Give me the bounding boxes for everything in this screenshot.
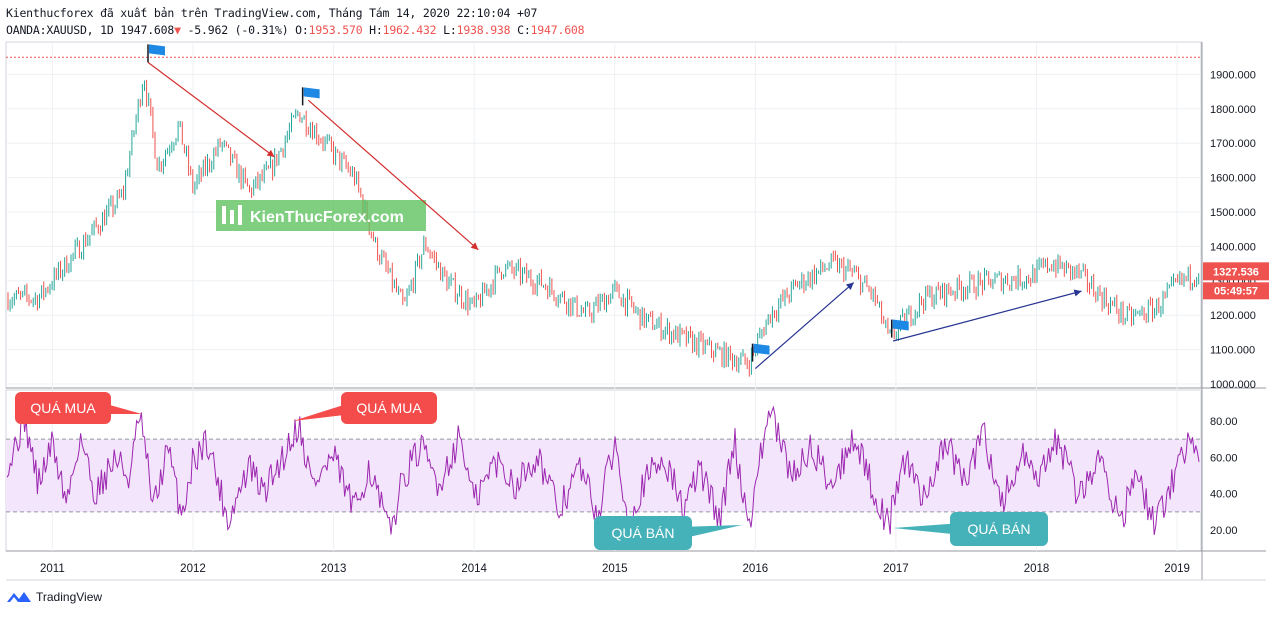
change-value: -5.962 (-0.31%)	[187, 23, 289, 37]
price-tick-label: 1400.000	[1210, 241, 1256, 253]
last-price-badge	[1203, 262, 1269, 281]
time-tick-label: 2017	[883, 563, 909, 575]
countdown-badge-text: 05:49:57	[1214, 285, 1258, 297]
flag-icon	[890, 319, 909, 338]
flag-icon	[301, 87, 320, 106]
oversold-label-1: QUÁ BÁN	[594, 516, 742, 550]
last-price-badge-text: 1327.536	[1213, 266, 1259, 278]
trend-arrow	[754, 282, 855, 369]
change-arrow-icon: ▼	[174, 23, 181, 37]
price-tick-label: 1700.000	[1210, 138, 1256, 150]
countdown-badge	[1203, 282, 1269, 300]
publish-info: Kienthucforex đã xuất bản trên TradingVi…	[6, 6, 537, 20]
price-tick-label: 1000.000	[1210, 379, 1256, 391]
rsi-line	[6, 405, 1200, 536]
time-tick-label: 2011	[40, 563, 65, 575]
overbought-label-1-text: QUÁ MUA	[30, 400, 96, 416]
watermark: KienThucForex.com	[216, 200, 426, 231]
ohlc-line: OANDA:XAUUSD, 1D 1947.608▼ -5.962 (-0.31…	[6, 23, 585, 37]
price-tick-label: 1100.000	[1210, 345, 1255, 357]
time-tick-label: 2012	[180, 563, 206, 575]
price-pane	[5, 41, 1202, 389]
high-value: 1962.432	[382, 23, 437, 37]
price-tick-label: 1200.000	[1210, 310, 1256, 322]
last-price: 1947.608	[120, 23, 175, 37]
watermark-logo-icon	[238, 205, 242, 225]
time-tick-label: 2018	[1024, 563, 1050, 575]
low-label: L:	[443, 23, 457, 37]
overbought-label-2-text: QUÁ MUA	[356, 400, 422, 416]
overbought-label-2: QUÁ MUA	[293, 392, 437, 424]
close-value: 1947.608	[530, 23, 585, 37]
oversold-label-2: QUÁ BÁN	[893, 512, 1048, 546]
time-tick-label: 2014	[461, 563, 487, 575]
trend-arrow	[147, 61, 275, 158]
watermark-text: KienThucForex.com	[250, 209, 404, 226]
rsi-tick-label: 20.00	[1210, 525, 1238, 537]
tradingview-brand[interactable]: TradingView	[6, 590, 102, 604]
close-label: C:	[517, 23, 531, 37]
price-tick-label: 1800.000	[1210, 104, 1256, 116]
price-tick-label: 1500.000	[1210, 207, 1256, 219]
low-value: 1938.938	[456, 23, 511, 37]
publish-line: Kienthucforex đã xuất bản trên TradingVi…	[6, 6, 538, 20]
oversold-label-1-text: QUÁ BÁN	[611, 525, 674, 541]
symbol-label[interactable]: OANDA:XAUUSD, 1D	[6, 23, 114, 37]
flag-icon	[751, 343, 770, 362]
open-label: O:	[295, 23, 309, 37]
price-tick-label: 1600.000	[1210, 173, 1256, 185]
tradingview-logo-icon	[7, 592, 31, 602]
time-tick-label: 2016	[743, 563, 769, 575]
high-label: H:	[369, 23, 383, 37]
trend-arrow	[892, 289, 1082, 342]
watermark-logo-icon	[222, 206, 226, 224]
time-tick-label: 2013	[321, 563, 347, 575]
rsi-tick-label: 80.00	[1210, 416, 1238, 428]
watermark-bg	[216, 200, 426, 231]
price-series	[7, 79, 1200, 377]
open-value: 1953.570	[308, 23, 363, 37]
oversold-label-2-text: QUÁ BÁN	[967, 521, 1030, 537]
trend-arrow	[307, 99, 479, 251]
time-tick-label: 2015	[602, 563, 628, 575]
tradingview-label: TradingView	[36, 590, 103, 604]
watermark-logo-icon	[230, 210, 234, 224]
rsi-tick-label: 40.00	[1210, 489, 1238, 501]
time-tick-label: 2019	[1164, 563, 1190, 575]
price-tick-label: 1900.000	[1210, 69, 1256, 81]
flag-icon	[147, 44, 165, 63]
overbought-label-1: QUÁ MUA	[15, 392, 142, 424]
rsi-tick-label: 60.00	[1210, 452, 1238, 464]
